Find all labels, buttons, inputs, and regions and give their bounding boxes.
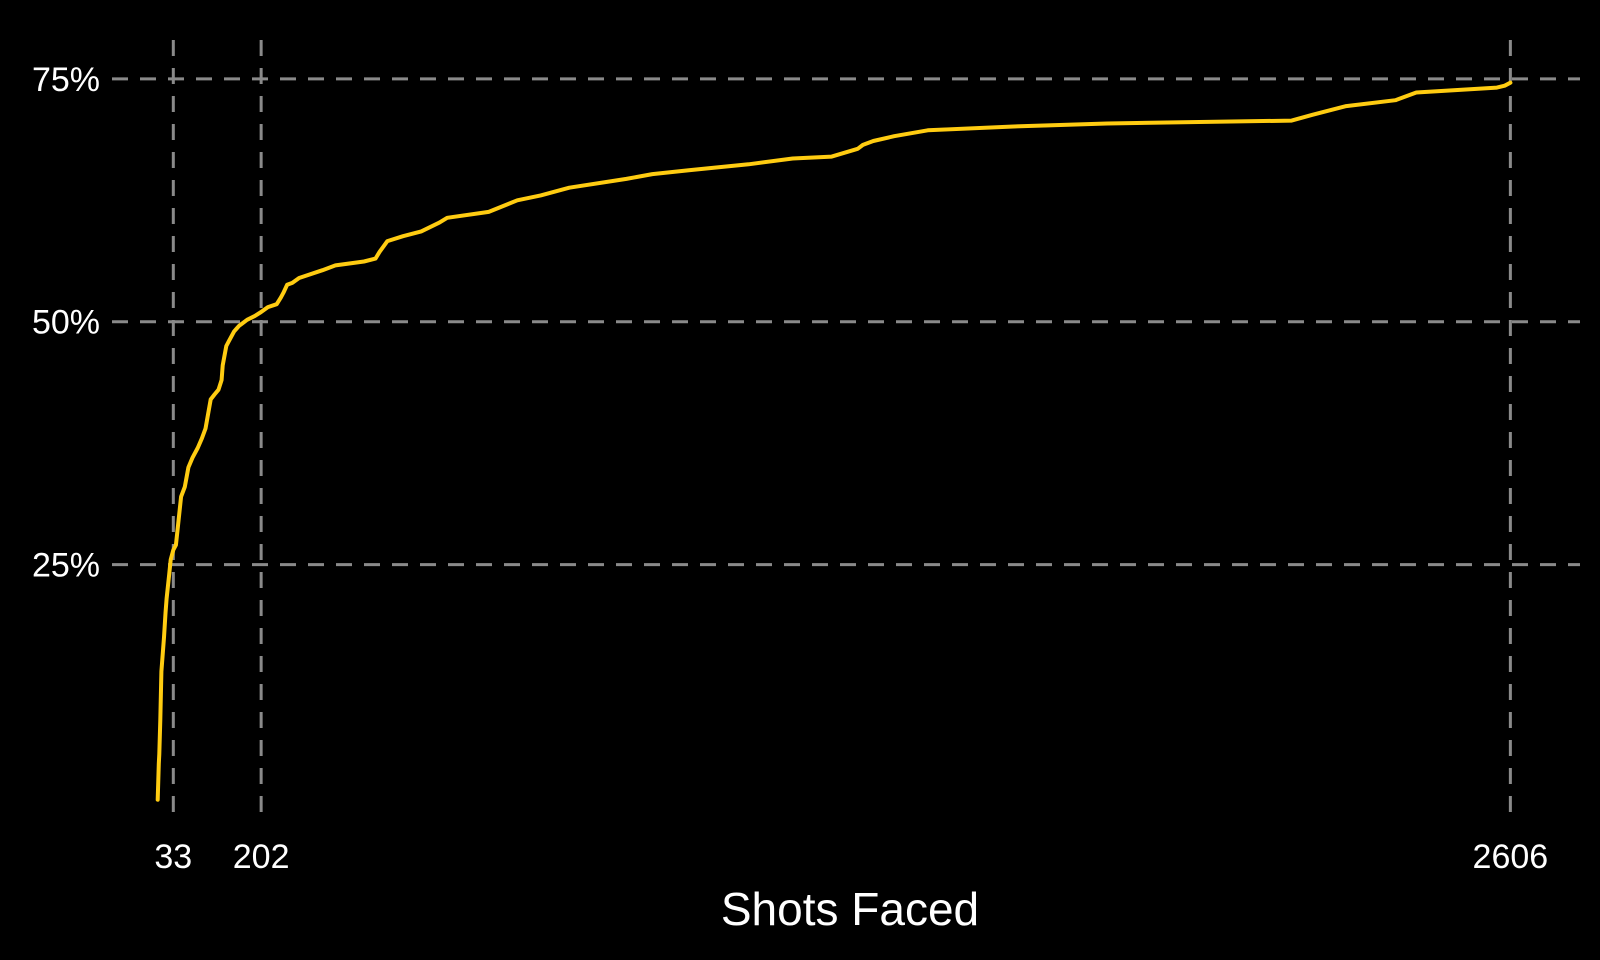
series-layer — [155, 80, 1513, 802]
tick-labels: 25% 50% 75% 33 202 2606 — [32, 61, 1548, 876]
y-tick-label: 50% — [32, 304, 100, 342]
x-tick-label: 202 — [233, 838, 290, 876]
series-line-0 — [155, 80, 1513, 802]
x-tick-label: 2606 — [1473, 838, 1549, 876]
x-axis-title: Shots Faced — [721, 883, 979, 935]
grid-layer — [112, 40, 1580, 822]
x-tick-label: 33 — [154, 838, 192, 876]
y-tick-label: 25% — [32, 547, 100, 585]
y-tick-label: 75% — [32, 61, 100, 99]
